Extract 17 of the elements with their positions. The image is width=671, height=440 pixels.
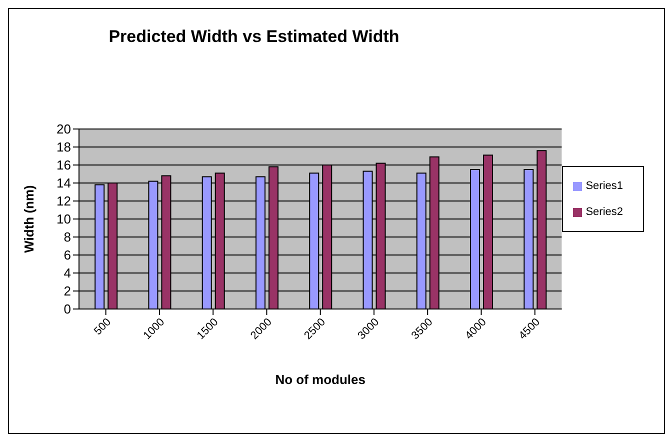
x-tick-label: 500 bbox=[92, 316, 114, 338]
y-tick-label: 16 bbox=[56, 158, 71, 173]
y-tick-label: 2 bbox=[64, 284, 71, 299]
y-tick-label: 12 bbox=[56, 194, 71, 209]
legend-label: Series2 bbox=[586, 206, 623, 218]
y-tick-label: 0 bbox=[64, 302, 71, 317]
y-tick-label: 6 bbox=[64, 248, 71, 263]
y-tick-label: 8 bbox=[64, 230, 71, 245]
legend-label: Series1 bbox=[586, 180, 623, 192]
y-tick-label: 4 bbox=[64, 266, 71, 281]
x-axis-title: No of modules bbox=[275, 372, 366, 387]
y-tick-label: 14 bbox=[56, 176, 71, 191]
y-tick-label: 10 bbox=[56, 212, 71, 227]
y-tick-label: 18 bbox=[56, 140, 71, 155]
chart-title: Predicted Width vs Estimated Width bbox=[108, 27, 400, 47]
y-tick-label: 20 bbox=[56, 122, 71, 137]
y-axis-title: Width (nm) bbox=[22, 185, 37, 253]
